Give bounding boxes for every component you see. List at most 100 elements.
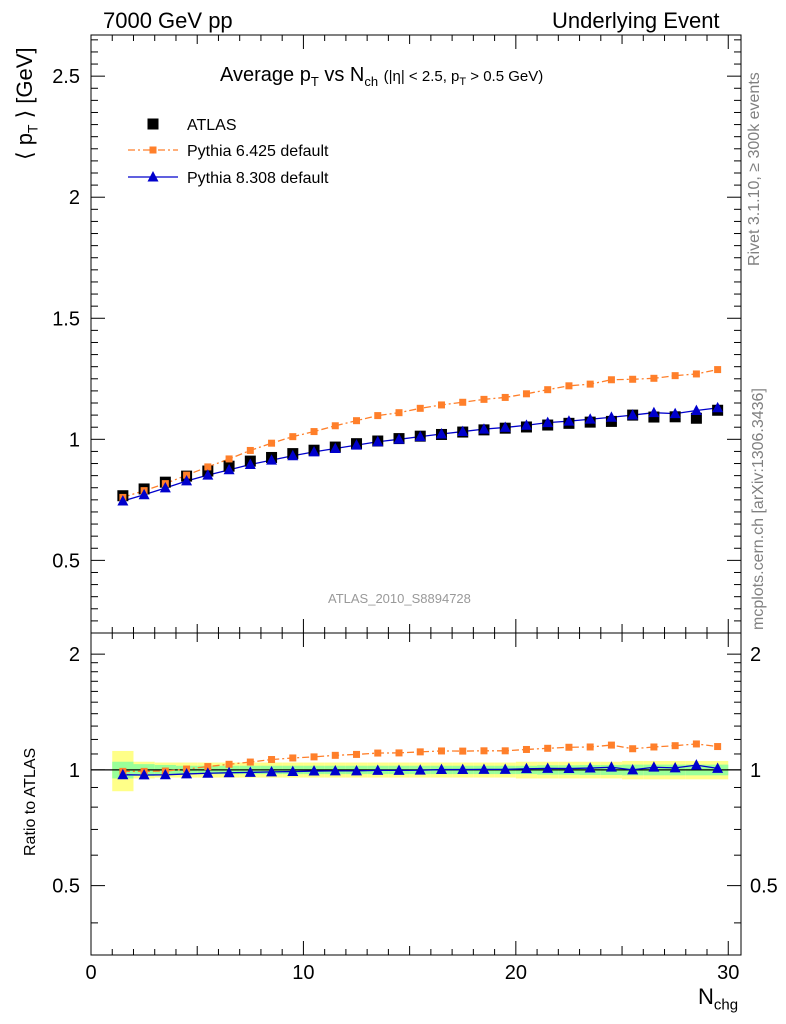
pythia8-point	[712, 401, 724, 413]
atlas-data-point	[690, 412, 702, 424]
pythia8-point	[478, 423, 490, 434]
ratio-pythia8-point	[563, 762, 575, 774]
ratio-pythia8-point	[308, 765, 320, 776]
ratio-pythia6-point	[289, 754, 297, 762]
ratio-pythia8-point	[244, 766, 256, 777]
pythia8-point	[393, 433, 405, 444]
ratio-pythia6-point	[650, 743, 658, 751]
ratio-pythia8-point	[690, 759, 702, 770]
pythia6-point	[522, 390, 530, 398]
ratio-pythia8-point	[223, 766, 235, 778]
ratio-pythia6-line	[122, 743, 718, 773]
ratio-y-tick-label: 0.5	[52, 876, 80, 898]
pythia6-point	[268, 439, 276, 447]
analysis-id-watermark: ATLAS_2010_S8894728	[328, 591, 471, 606]
ratio-pythia8-point	[605, 761, 617, 772]
ratio-pythia8-point	[669, 761, 681, 773]
ratio-y-tick-label-right: 1	[750, 760, 761, 782]
ratio-pythia6-point	[629, 745, 637, 753]
pythia8-point	[308, 445, 320, 457]
ratio-pythia6-point	[331, 751, 339, 759]
ratio-pythia8-point	[712, 762, 724, 773]
x-tick-label: 30	[717, 962, 739, 984]
ratio-pythia6-point	[204, 763, 212, 771]
pythia8-point	[605, 411, 617, 422]
y-tick-label: 1	[69, 429, 80, 451]
pythia6-point	[607, 376, 615, 384]
pythia8-point	[266, 454, 278, 465]
ratio-pythia8-point	[393, 764, 405, 775]
pythia6-point	[586, 380, 594, 388]
pythia8-point	[542, 416, 554, 428]
x-tick-label: 10	[292, 962, 314, 984]
ratio-pythia8-point	[648, 761, 660, 772]
pythia8-point	[159, 482, 171, 493]
ratio-pythia8-point	[457, 763, 469, 775]
ratio-pythia6-point	[374, 749, 382, 757]
ratio-pythia6-point	[246, 758, 254, 766]
pythia8-point	[563, 415, 575, 426]
plot-title: Average pT vs Nch (|η| < 2.5, pT > 0.5 G…	[220, 64, 544, 89]
pythia8-point	[520, 419, 532, 430]
pythia6-point	[480, 395, 488, 403]
ratio-pythia6-point	[692, 740, 700, 748]
ratio-pythia8-point	[627, 763, 639, 775]
pythia8-point	[117, 495, 129, 506]
ratio-pythia6-point	[501, 747, 509, 755]
pythia8-point	[372, 435, 384, 447]
pythia8-point	[435, 428, 447, 439]
ratio-pythia8-point	[499, 763, 511, 774]
x-tick-label: 0	[85, 962, 96, 984]
pythia6-point	[204, 463, 212, 471]
ratio-pythia8-point	[542, 762, 554, 773]
ratio-y-tick-label-right: 0.5	[750, 876, 778, 898]
ratio-pythia8-point	[159, 768, 171, 780]
y-tick-label: 0.5	[52, 550, 80, 572]
ratio-pythia8-point	[414, 764, 426, 775]
pythia8-point	[414, 430, 426, 442]
legend-entry-label: ATLAS	[187, 117, 237, 134]
ratio-plot-frame	[90, 632, 742, 956]
pythia8-point	[138, 488, 150, 500]
legend-pythia8-marker	[147, 171, 159, 182]
pythia6-point	[416, 404, 424, 412]
ratio-pythia8-point	[181, 767, 193, 779]
pythia6-point	[353, 417, 361, 425]
pythia8-point	[287, 449, 299, 461]
pythia8-point	[351, 439, 363, 450]
pythia6-point	[289, 433, 297, 441]
pythia6-point	[544, 386, 552, 394]
ratio-pythia6-point	[714, 743, 722, 751]
ratio-pythia8-point	[372, 764, 384, 775]
pythia8-point	[669, 407, 681, 419]
pythia8-point	[627, 409, 639, 420]
ratio-pythia8-point	[435, 763, 447, 775]
ratio-pythia8-point	[117, 768, 129, 780]
ratio-pythia6-point	[480, 747, 488, 755]
ratio-pythia6-point	[522, 745, 530, 753]
pythia6-point	[671, 372, 679, 380]
ratio-pythia6-point	[671, 742, 679, 750]
ratio-pythia6-point	[565, 743, 573, 751]
ratio-pythia8-point	[202, 767, 214, 778]
ratio-pythia6-point	[416, 748, 424, 756]
ratio-pythia6-point	[310, 753, 318, 761]
ratio-pythia8-point	[520, 762, 532, 774]
ratio-pythia8-point	[584, 762, 596, 773]
pythia8-point	[223, 463, 235, 475]
pythia6-point	[437, 401, 445, 409]
pythia8-point	[690, 404, 702, 415]
pythia8-point	[202, 469, 214, 480]
legend-atlas-marker	[147, 118, 159, 130]
pythia6-point	[714, 366, 722, 374]
ratio-y-tick-label: 2	[69, 644, 80, 666]
pythia6-point	[692, 370, 700, 378]
ratio-pythia6-point	[459, 747, 467, 755]
pythia8-line	[122, 407, 718, 502]
pythia6-point	[459, 398, 467, 406]
pythia6-point	[374, 412, 382, 420]
pythia6-point	[246, 446, 254, 454]
ratio-pythia6-point	[268, 756, 276, 764]
ratio-pythia6-point	[544, 744, 552, 752]
pythia6-point	[225, 455, 233, 463]
